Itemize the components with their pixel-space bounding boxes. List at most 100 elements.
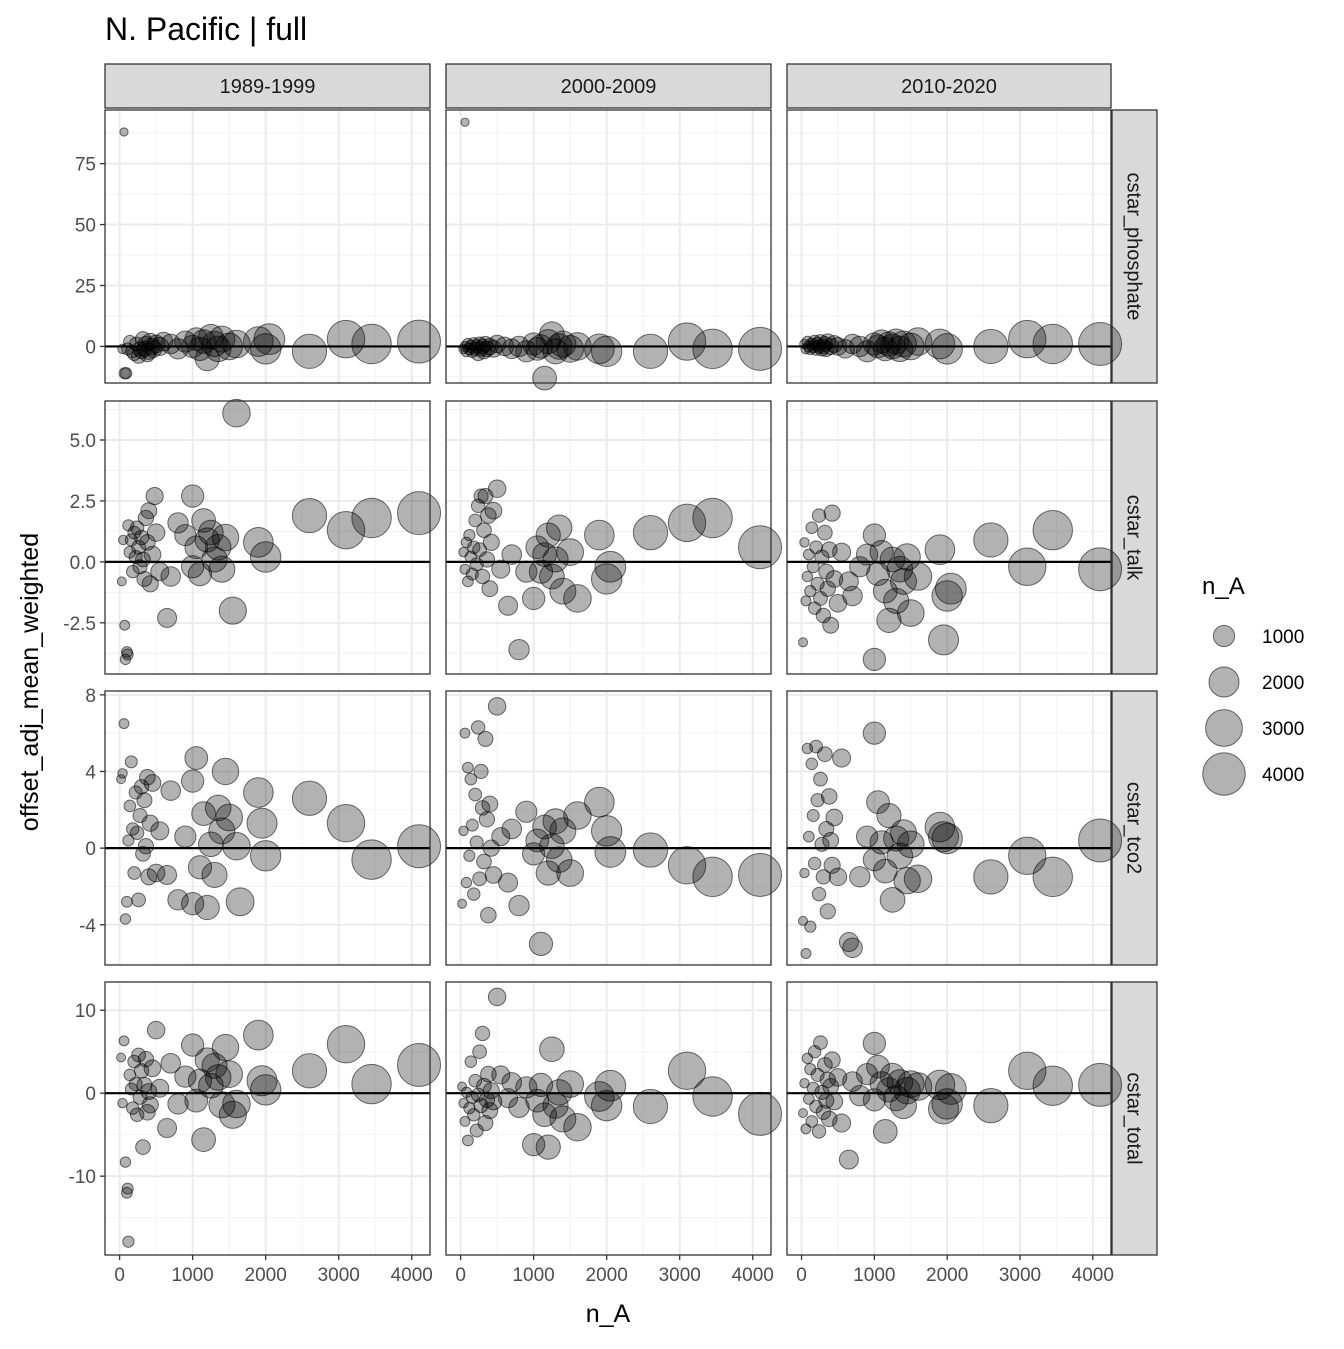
data-point <box>135 551 151 568</box>
panels-layer: 1989-1999 2000-2009 2010-2020 cstar_phospha… <box>63 63 1246 1286</box>
data-point <box>215 803 244 832</box>
data-point <box>141 1096 159 1114</box>
data-point <box>934 572 967 605</box>
data-point <box>174 1065 197 1088</box>
data-point <box>862 647 887 672</box>
data-point <box>832 748 852 768</box>
data-point <box>208 817 236 845</box>
data-point <box>842 585 863 607</box>
data-point <box>117 768 128 779</box>
facet-strip-row-label: cstar_phosphate <box>1123 173 1145 321</box>
data-point <box>931 333 963 365</box>
legend-title: n_A <box>1202 573 1245 600</box>
data-point <box>738 1091 783 1136</box>
data-point <box>117 1097 128 1109</box>
panel-border <box>445 109 772 384</box>
data-point <box>799 867 810 879</box>
data-point <box>218 596 247 625</box>
data-point <box>866 1054 890 1079</box>
data-point <box>893 866 921 895</box>
x-axis-title: n_A <box>586 1300 631 1328</box>
x-tick-label: 1000 <box>512 1265 554 1286</box>
data-point <box>246 807 278 839</box>
data-point <box>119 619 131 631</box>
facet-strip-row-label: cstar_talk <box>1123 495 1145 582</box>
data-point <box>291 333 328 369</box>
facet-panel <box>104 398 442 675</box>
data-point <box>194 894 220 921</box>
data-point <box>145 487 164 506</box>
data-point <box>127 866 142 880</box>
data-point <box>119 127 129 137</box>
legend: n_A 1000 2000 3000 4000 <box>1202 573 1304 796</box>
data-point <box>862 721 887 745</box>
data-point <box>820 788 838 805</box>
data-point <box>535 860 561 886</box>
data-point <box>157 864 178 885</box>
data-point <box>491 1065 511 1085</box>
data-point <box>463 849 476 862</box>
data-point <box>798 915 809 926</box>
data-point <box>473 763 489 780</box>
y-tick-label: 2.5 <box>70 492 96 513</box>
x-tick-label: 2000 <box>926 1265 968 1286</box>
data-point <box>832 542 852 562</box>
facet-strip-column <box>445 63 772 109</box>
data-point <box>1078 547 1123 592</box>
data-point <box>464 1055 478 1068</box>
panel-border <box>104 981 431 1256</box>
data-point <box>556 335 585 363</box>
data-point <box>459 1115 471 1127</box>
data-point <box>487 697 507 716</box>
data-point <box>123 799 137 813</box>
data-point <box>590 563 623 595</box>
x-tick-label: 4000 <box>732 1265 774 1286</box>
data-point <box>799 537 810 548</box>
data-point <box>160 566 182 587</box>
y-tick-label: 0 <box>85 839 96 860</box>
data-point <box>478 551 496 568</box>
data-point <box>491 559 511 579</box>
data-point <box>1032 1065 1073 1106</box>
y-axis-title: offset_adj_mean_weighted <box>16 533 44 831</box>
data-point <box>804 1063 817 1076</box>
data-point <box>460 117 470 127</box>
data-point <box>692 497 733 539</box>
data-point <box>811 508 827 523</box>
facet-strip-column <box>104 63 431 109</box>
data-point <box>807 856 822 871</box>
y-tick-label: 25 <box>75 277 96 298</box>
data-point <box>215 1060 244 1088</box>
data-point <box>482 533 500 551</box>
legend-key <box>1205 709 1243 747</box>
data-point <box>801 570 814 583</box>
data-point <box>143 774 162 792</box>
data-point <box>351 1063 392 1105</box>
data-point <box>468 513 483 528</box>
data-point <box>692 328 733 370</box>
data-point <box>556 538 585 566</box>
data-point <box>849 866 871 888</box>
data-point <box>924 534 956 566</box>
data-point <box>465 818 479 832</box>
panel-border <box>786 690 1112 966</box>
data-point <box>738 852 783 897</box>
data-point <box>243 1019 274 1051</box>
data-point <box>139 768 156 786</box>
x-tick-label: 3000 <box>318 1265 360 1286</box>
panel-border <box>786 109 1112 384</box>
data-point <box>1078 1062 1123 1107</box>
data-point <box>460 536 473 549</box>
data-point <box>191 508 216 533</box>
data-point <box>157 607 178 628</box>
data-point <box>249 840 282 872</box>
data-point <box>590 335 623 368</box>
data-point <box>123 545 137 559</box>
x-tick-label: 2000 <box>586 1265 628 1286</box>
data-point <box>474 1025 491 1042</box>
data-point <box>632 1088 669 1125</box>
y-tick-label: 75 <box>75 155 96 176</box>
data-point <box>832 1113 852 1133</box>
data-point <box>896 1070 925 1098</box>
